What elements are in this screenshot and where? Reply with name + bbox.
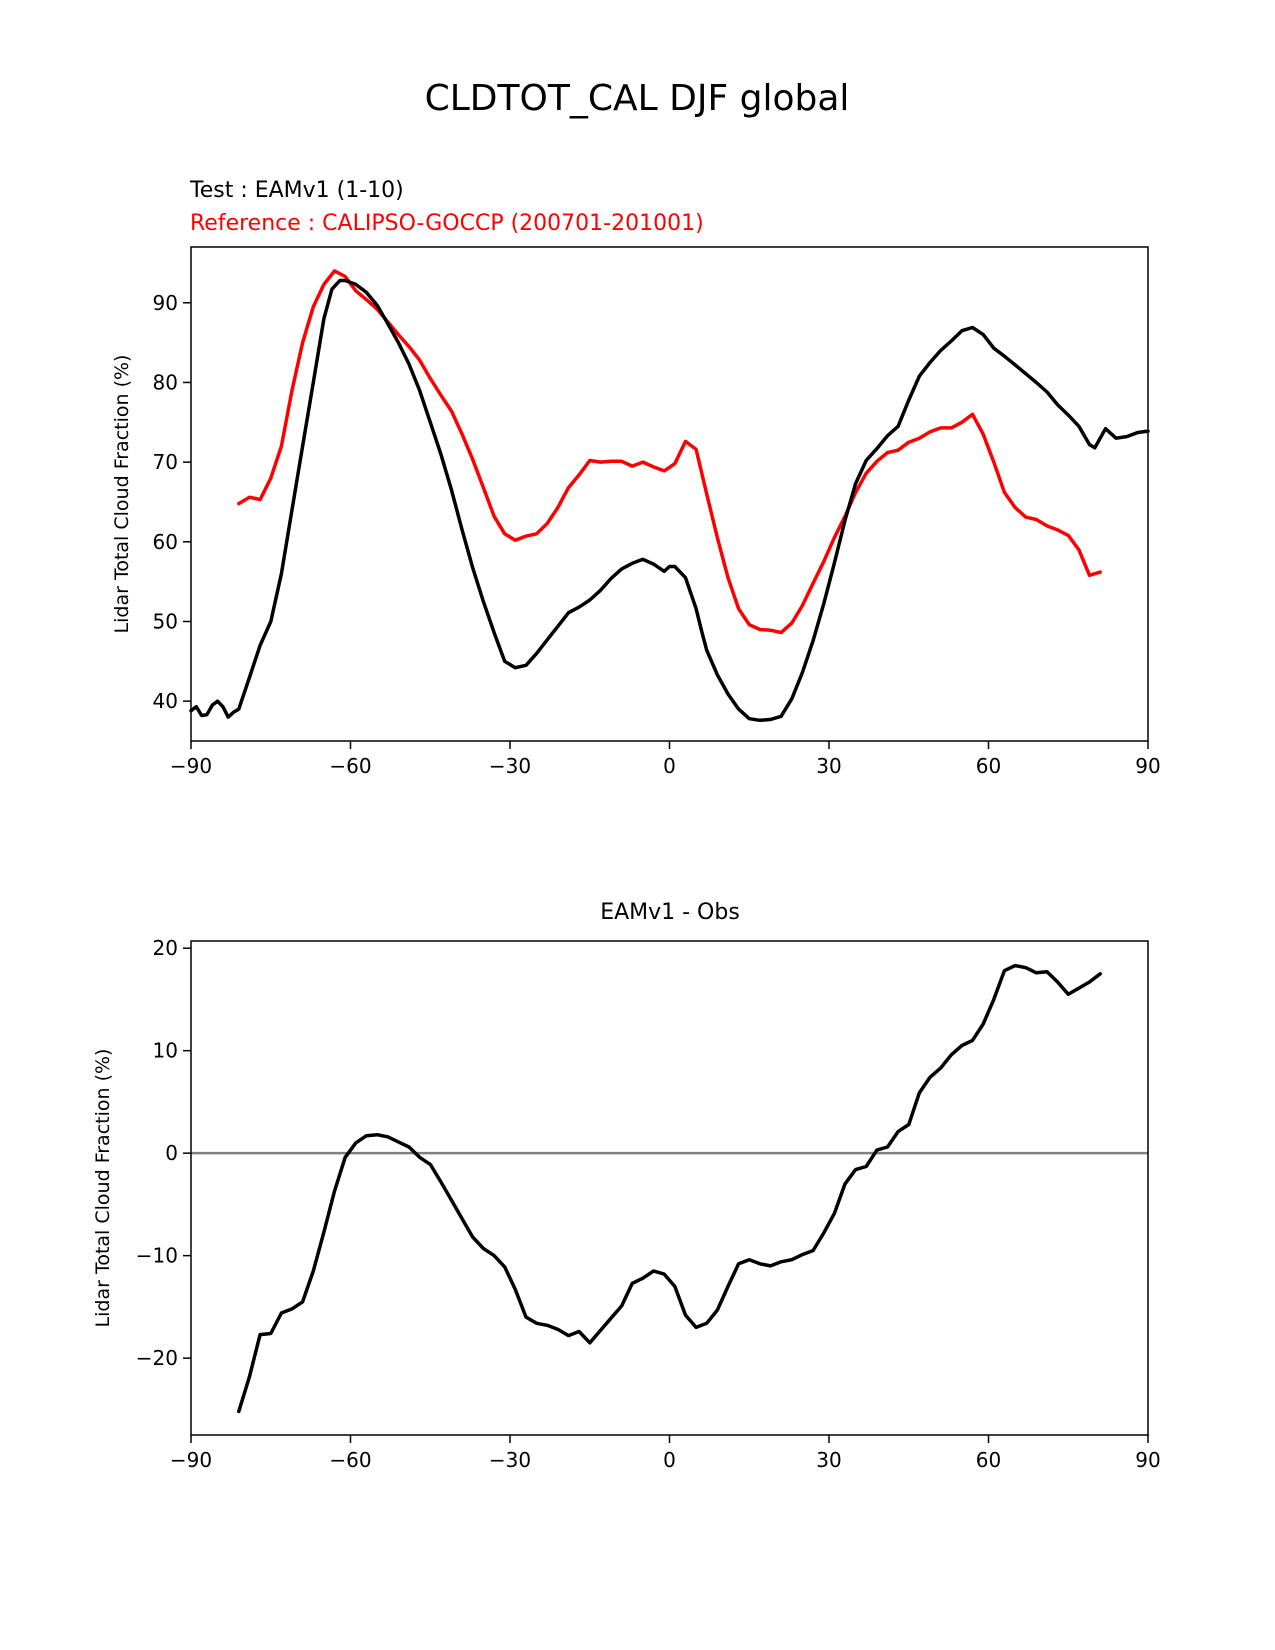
series-line-bottom-0	[237, 963, 1102, 1414]
y-tick-label-top: 50	[153, 609, 178, 633]
y-axis-label-top: Lidar Total Cloud Fraction (%)	[111, 355, 133, 634]
y-tick-label-bottom: 0	[165, 1141, 178, 1165]
y-tick-label-top: 70	[153, 450, 178, 474]
y-tick-label-top: 90	[153, 291, 178, 315]
panel-top-plot: −90 −60 −30 0 30 60 90 40 50 60 70 80 90 Lidar Total …	[111, 246, 1161, 778]
y-tick-label-bottom: 20	[153, 936, 178, 960]
x-tick-label-bottom: 90	[1135, 1448, 1160, 1472]
test-label: Test : EAMv1 (1-10)	[189, 178, 404, 203]
x-tick-label-bottom: −60	[329, 1448, 371, 1472]
y-tick-label-bottom: 10	[153, 1039, 178, 1063]
x-tick-label-bottom: −30	[489, 1448, 531, 1472]
y-tick-label-top: 80	[153, 370, 178, 394]
series-line-top-1	[189, 278, 1150, 723]
x-tick-label-bottom: −90	[170, 1448, 212, 1472]
y-tick-label-top: 60	[153, 530, 178, 554]
x-tick-label-top: −30	[489, 754, 531, 778]
reference-label: Reference : CALIPSO-GOCCP (200701-201001…	[190, 211, 704, 236]
x-tick-label-top: −60	[329, 754, 371, 778]
x-tick-label-top: 30	[816, 754, 841, 778]
x-tick-label-bottom: 30	[816, 1448, 841, 1472]
x-tick-label-top: 0	[663, 754, 676, 778]
x-tick-label-top: −90	[170, 754, 212, 778]
y-tick-label-bottom: −10	[136, 1244, 178, 1268]
difference-title: EAMv1 - Obs	[600, 900, 740, 925]
y-tick-label-top: 40	[153, 689, 178, 713]
panel-bottom-plot: −90 −60 −30 0 30 60 90 −20 −10 0 10 20 Lidar Total C…	[92, 936, 1161, 1472]
x-tick-label-top: 90	[1135, 754, 1160, 778]
y-tick-label-bottom: −20	[136, 1346, 178, 1370]
series-line-top-0	[237, 269, 1102, 635]
y-axis-label-bottom: Lidar Total Cloud Fraction (%)	[92, 1049, 114, 1328]
x-tick-label-bottom: 60	[976, 1448, 1001, 1472]
x-tick-label-bottom: 0	[663, 1448, 676, 1472]
x-tick-label-top: 60	[976, 754, 1001, 778]
figure-title: CLDTOT_CAL DJF global	[425, 78, 850, 119]
